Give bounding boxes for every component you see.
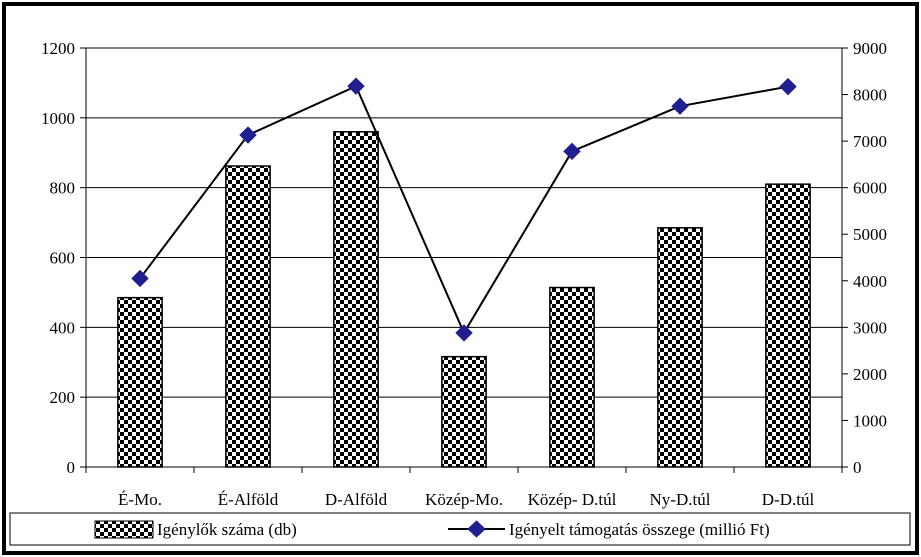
right-tick-label: 0 xyxy=(853,458,862,477)
x-category-label: É-Alföld xyxy=(218,490,279,509)
x-axis-categories: É-Mo. É-Alföld D-Alföld Közép-Mo. Közép- D.t… xyxy=(85,467,843,509)
legend-bar-swatch xyxy=(94,520,154,539)
right-tick-label: 1000 xyxy=(853,411,887,430)
left-tick-label: 200 xyxy=(50,388,76,407)
right-tick-label: 7000 xyxy=(853,132,887,151)
bar xyxy=(117,296,163,468)
right-tick-label: 3000 xyxy=(853,318,887,337)
bar xyxy=(225,165,271,468)
legend-line-label: Igényelt támogatás összege (millió Ft) xyxy=(509,520,770,539)
left-tick-label: 0 xyxy=(67,458,76,477)
right-tick-label: 6000 xyxy=(853,179,887,198)
left-tick-label: 1200 xyxy=(41,39,75,58)
left-y-axis: 0 200 400 600 800 1000 1200 xyxy=(41,39,86,477)
bar xyxy=(657,227,703,468)
right-tick-label: 2000 xyxy=(853,365,887,384)
bar xyxy=(765,183,811,468)
line-series xyxy=(131,77,797,342)
right-tick-label: 9000 xyxy=(853,39,887,58)
bar xyxy=(333,131,379,468)
legend-bar-label: Igénylők száma (db) xyxy=(157,520,297,539)
right-tick-label: 5000 xyxy=(853,225,887,244)
line-point-diamond xyxy=(455,324,473,342)
x-category-label: D-D.túl xyxy=(762,490,815,509)
x-category-label: Közép-Mo. xyxy=(425,490,503,509)
legend-diamond-icon xyxy=(467,520,486,538)
x-category-label: É-Mo. xyxy=(118,490,162,509)
right-tick-label: 8000 xyxy=(853,86,887,105)
line-point-diamond xyxy=(563,142,581,161)
bar xyxy=(441,355,487,468)
bar xyxy=(549,286,595,468)
line-point-diamond xyxy=(131,269,149,288)
left-tick-label: 800 xyxy=(50,179,76,198)
right-y-axis: 0 1000 2000 3000 4000 5000 6000 7000 8000 9000 xyxy=(842,39,887,477)
bar-series xyxy=(117,131,811,468)
x-category-label: D-Alföld xyxy=(325,490,388,509)
left-tick-label: 600 xyxy=(50,249,76,268)
line-point-diamond xyxy=(347,77,365,95)
x-category-label: Közép- D.túl xyxy=(528,490,617,509)
x-category-label: Ny-D.túl xyxy=(650,490,711,509)
line-point-diamond xyxy=(671,97,689,115)
line-point-diamond xyxy=(239,126,257,144)
line-point-diamond xyxy=(779,77,797,96)
right-tick-label: 4000 xyxy=(853,272,887,291)
left-tick-label: 1000 xyxy=(41,109,75,128)
left-tick-label: 400 xyxy=(50,318,76,337)
